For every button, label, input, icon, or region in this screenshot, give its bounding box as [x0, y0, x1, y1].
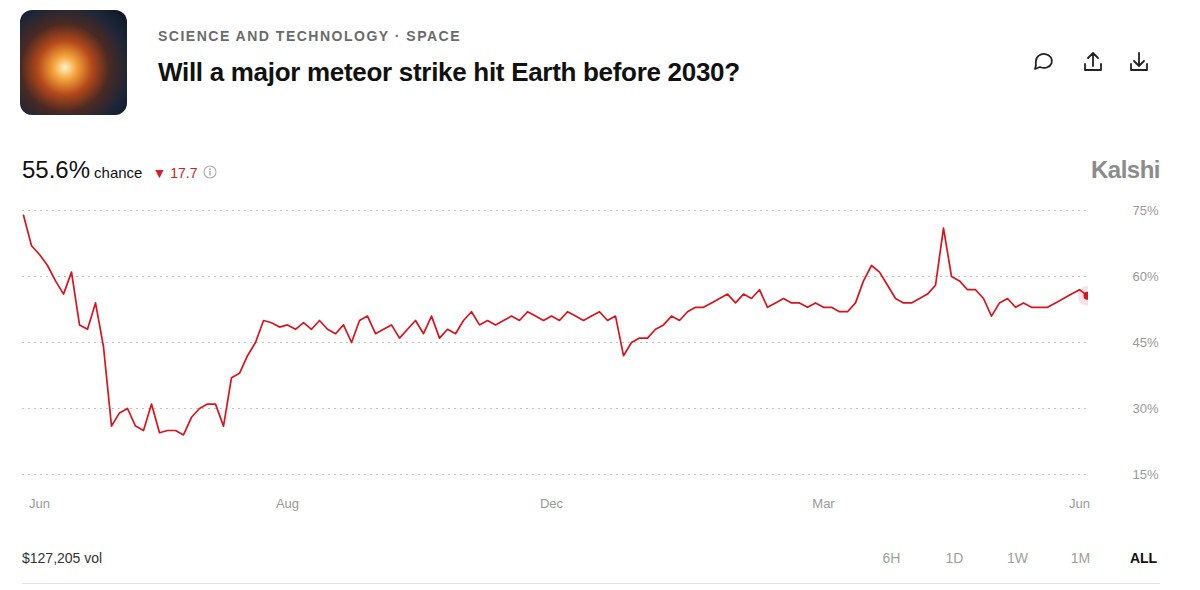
html-text:Will a major meteor strike hit: Will a major meteor strike hit Earth bef… [158, 57, 740, 87]
html-text:1W: 1W [1007, 550, 1028, 566]
svg-text:Aug: Aug [276, 496, 299, 511]
html-text:55.6%chance: 55.6%chance [22, 156, 143, 183]
html-text:6H: 6H [882, 550, 901, 566]
svg-text:30%: 30% [1132, 401, 1158, 416]
html-text:$127,205 vol: $127,205 vol [22, 550, 103, 566]
svg-text:Mar: Mar [812, 496, 835, 511]
svg-text:60%: 60% [1132, 269, 1158, 284]
html-text:Kalshi: Kalshi [1091, 156, 1160, 183]
svg-text:Jun: Jun [29, 496, 50, 511]
html-text:SCIENCE AND TECHNOLOGY · SPACE: SCIENCE AND TECHNOLOGY · SPACE [158, 28, 461, 44]
html-text:ALL: ALL [1129, 550, 1158, 566]
html-text:▼ 17.7: ▼ 17.7 [152, 165, 198, 181]
html-text:1M: 1M [1070, 550, 1091, 566]
svg-text:75%: 75% [1132, 203, 1158, 218]
svg-text:Jun: Jun [1069, 496, 1090, 511]
html-text:1D: 1D [945, 550, 964, 566]
svg-text:Dec: Dec [540, 496, 564, 511]
svg-text:15%: 15% [1132, 467, 1158, 482]
svg-text:45%: 45% [1132, 335, 1158, 350]
